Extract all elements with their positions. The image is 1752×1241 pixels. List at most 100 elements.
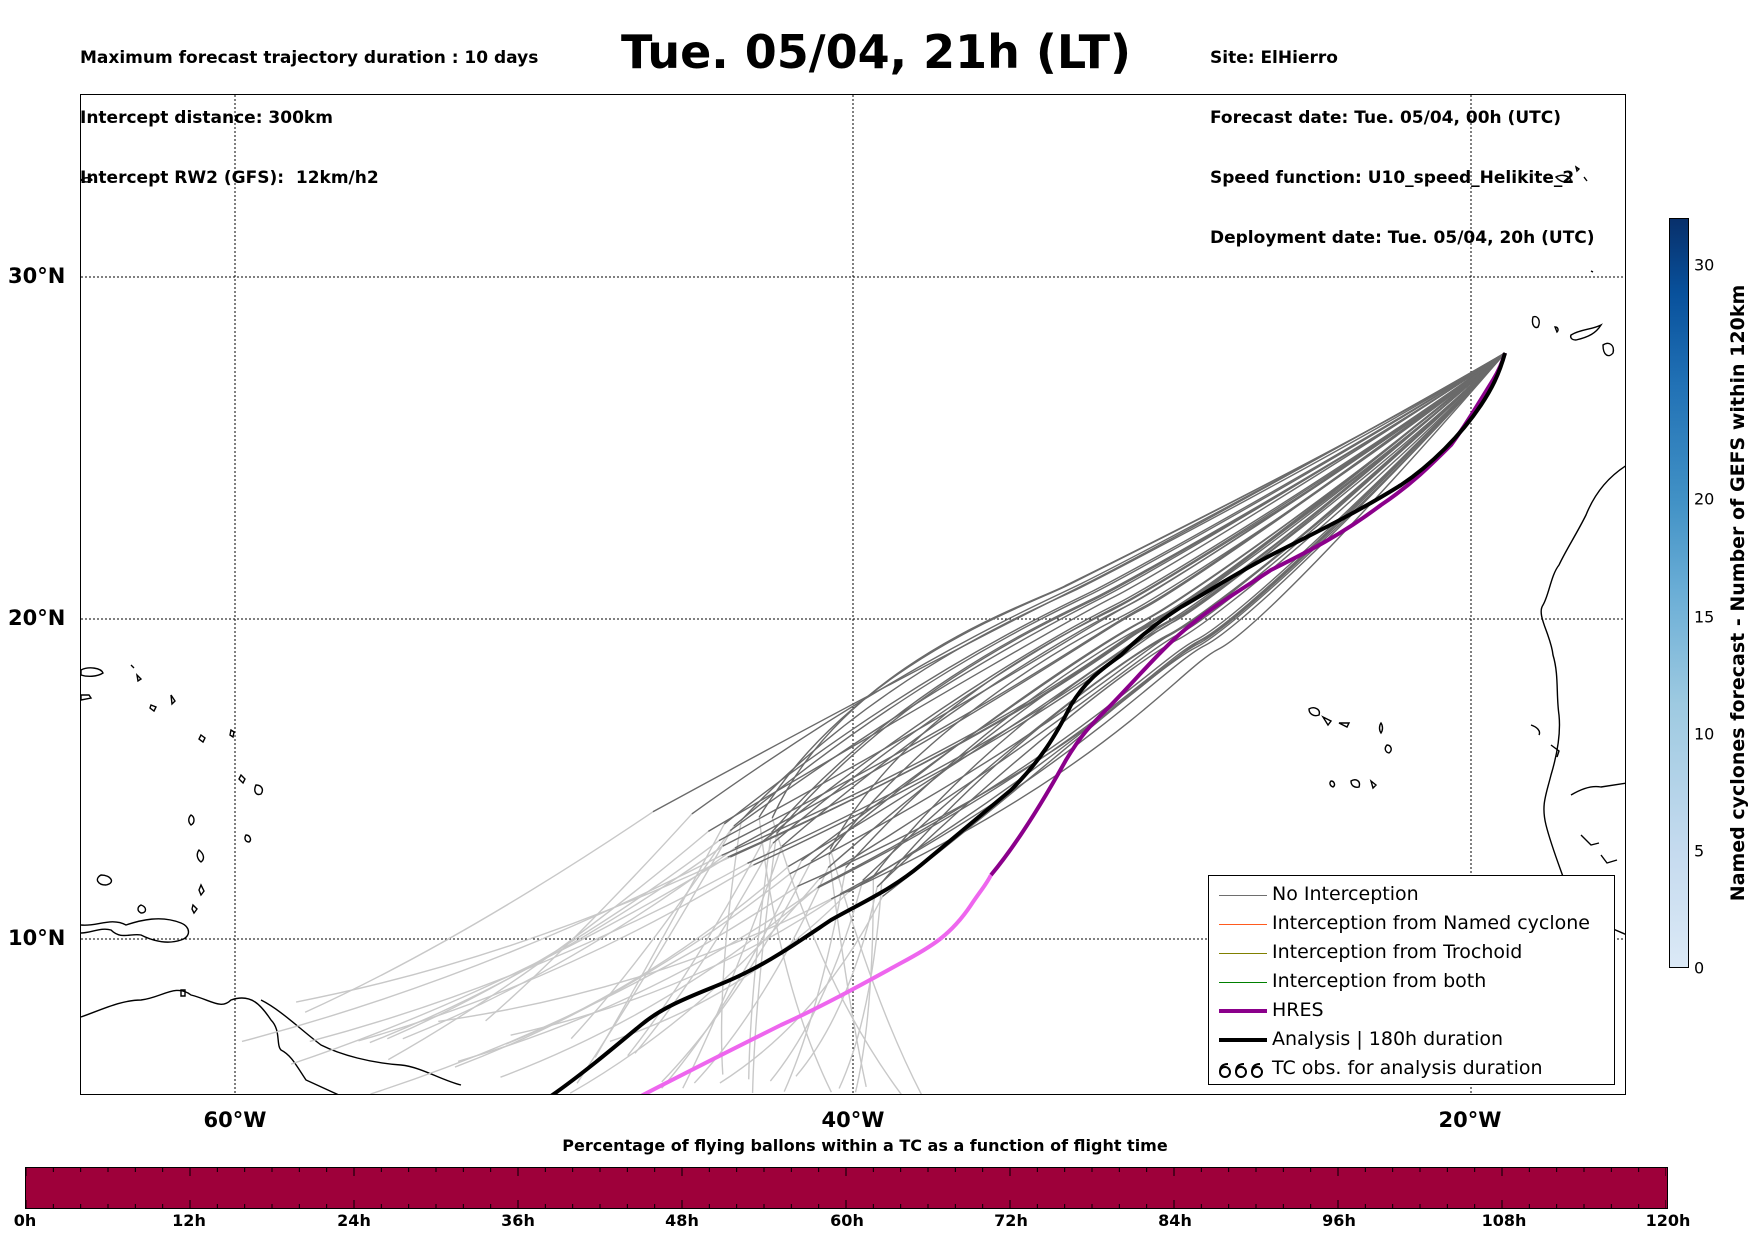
canary-islands [1531, 315, 1615, 357]
map-title: Tue. 05/04, 21h (LT) [621, 25, 1131, 79]
ensemble-trajectory-early [810, 352, 1506, 862]
south-america-coast [81, 989, 339, 1094]
lat-label-20n: 20°N [8, 606, 66, 630]
pct-tick: 24h [337, 1211, 371, 1230]
venezuela-coast [81, 918, 190, 943]
header-right-line: Speed function: U10_speed_Helikite_2 [1210, 168, 1575, 188]
legend-label: HRES [1272, 999, 1324, 1021]
hres-trajectory-late [640, 874, 993, 1094]
ensemble-trajectory-late [661, 860, 803, 1089]
lat-label-10n: 10°N [8, 926, 66, 950]
header-right-line: Site: ElHierro [1210, 48, 1338, 68]
puerto-rico [81, 667, 104, 701]
pct-tick: 0h [13, 1211, 37, 1230]
legend-item-both: Interception from both [1209, 969, 1614, 997]
ensemble-trajectories-late [241, 811, 923, 1094]
pct-tick: 96h [1322, 1211, 1356, 1230]
colorbar-tick: 30 [1694, 255, 1715, 275]
virgin-islands [130, 664, 176, 713]
ensemble-trajectory-late [720, 820, 742, 1075]
map-canvas[interactable] [81, 95, 1626, 1095]
ensemble-trajectory-late [838, 882, 883, 1089]
ensemble-trajectory-early [882, 352, 1506, 898]
colorbar-label: Named cyclones forecast - Number of GEFS… [1727, 284, 1749, 902]
pct-tick: 12h [172, 1211, 206, 1230]
legend-swatch [1219, 924, 1267, 925]
legend-item-named-cyclone: Interception from Named cyclone [1209, 911, 1614, 939]
lon-label-20w: 20°W [1438, 1108, 1502, 1132]
ensemble-trajectory-late [829, 848, 923, 1094]
ensemble-trajectory-late [304, 811, 654, 1013]
lat-label-30n: 30°N [8, 264, 66, 288]
pct-tick: 48h [665, 1211, 699, 1230]
pct-tick: 84h [1158, 1211, 1192, 1230]
ensemble-trajectory-late [693, 867, 829, 1084]
ensemble-trajectory-early [817, 352, 1506, 889]
analysis-trajectory [550, 352, 1507, 1094]
pct-tick: 108h [1481, 1211, 1527, 1230]
header-right-line: Deployment date: Tue. 05/04, 20h (UTC) [1210, 228, 1595, 248]
ensemble-trajectory-late [758, 817, 832, 1093]
ensemble-trajectory-late [719, 896, 884, 1084]
legend-item-hres: HRES [1209, 998, 1614, 1026]
lon-label-40w: 40°W [821, 1108, 885, 1132]
ensemble-trajectory-early [862, 352, 1506, 881]
ensemble-trajectory-late [387, 830, 709, 1061]
legend-swatch [1219, 895, 1267, 896]
colorbar [1669, 218, 1689, 968]
ensemble-trajectory-late [569, 878, 820, 1094]
ensemble-trajectory-late [570, 830, 731, 1040]
ensemble-trajectory-late [751, 833, 778, 1093]
legend-item-no-interception: No Interception [1209, 882, 1614, 910]
legend-swatch [1219, 1009, 1267, 1013]
pct-tick: 36h [501, 1211, 535, 1230]
percentage-bar [25, 1167, 1668, 1209]
ensemble-trajectory-early [771, 352, 1506, 819]
header-left-line: Intercept distance: 300km [80, 108, 333, 128]
ensemble-trajectory-late [370, 885, 798, 1094]
ensemble-trajectories-early [652, 352, 1506, 900]
ensemble-trajectory-early [828, 352, 1506, 856]
ensemble-trajectory-late [627, 840, 764, 1057]
ensemble-trajectory-late [783, 867, 847, 1092]
cape-verde [1308, 707, 1392, 790]
ensemble-trajectory-early [787, 352, 1506, 868]
ensemble-trajectory-early [733, 352, 1506, 827]
pct-tick: 60h [830, 1211, 864, 1230]
map-panel[interactable] [80, 94, 1626, 1095]
legend-label: No Interception [1272, 883, 1419, 905]
legend-label: Interception from Trochoid [1272, 941, 1523, 963]
ensemble-trajectory-late [369, 845, 724, 1044]
ensemble-trajectory-early [872, 352, 1506, 877]
colorbar-tick: 15 [1694, 607, 1715, 627]
ensemble-trajectory-late [510, 893, 841, 1036]
legend-swatch [1219, 953, 1267, 954]
ensemble-trajectory-early [762, 352, 1506, 842]
ensemble-trajectory-late [769, 880, 864, 1082]
western-sahara-detail [1530, 724, 1625, 864]
ensemble-trajectory-late [576, 825, 735, 1084]
header-left: Maximum forecast trajectory duration : 1… [80, 8, 538, 208]
ensemble-trajectory-late [771, 817, 902, 1094]
pct-tick: 120h [1645, 1211, 1691, 1230]
ensemble-trajectory-early [827, 352, 1506, 869]
selvagens [1590, 270, 1594, 273]
legend-label: Interception from Named cyclone [1272, 912, 1590, 934]
legend-item-tc-obs: TC obs. for analysis duration [1209, 1056, 1614, 1084]
coastlines [81, 165, 1625, 1094]
ensemble-trajectory-early [845, 352, 1506, 869]
madeira [1554, 165, 1588, 183]
ensemble-trajectory-early [747, 352, 1506, 864]
legend-swatch [1219, 1038, 1267, 1042]
ensemble-trajectory-early [876, 352, 1506, 888]
legend-label: TC obs. for analysis duration [1272, 1057, 1543, 1079]
ensemble-trajectory-late [661, 860, 812, 1083]
ensemble-trajectory-late [854, 876, 874, 1093]
ensemble-trajectory-early [722, 352, 1506, 847]
cyclone-symbols-icon [1219, 1063, 1263, 1078]
header-left-line: Intercept RW2 (GFS): 12km/h2 [80, 168, 379, 188]
ensemble-trajectory-late [795, 886, 878, 1077]
colorbar-tick: 0 [1694, 958, 1705, 978]
ensemble-trajectory-early [772, 352, 1506, 844]
ensemble-trajectory-early [781, 352, 1506, 847]
